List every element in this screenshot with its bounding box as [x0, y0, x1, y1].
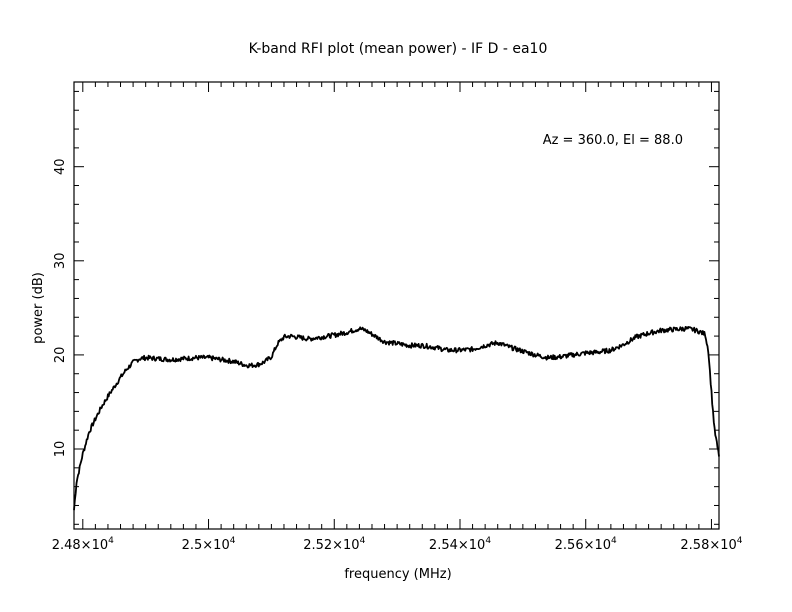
chart-title: K-band RFI plot (mean power) - IF D - ea… [249, 41, 548, 57]
x-tick-label: 2.56×104 [555, 536, 617, 553]
x-tick-label: 2.48×104 [52, 536, 114, 553]
y-tick-label: 10 [53, 441, 68, 458]
y-axis-label: power (dB) [31, 272, 46, 344]
y-tick-label: 40 [53, 158, 68, 175]
x-tick-label: 2.5×104 [182, 536, 236, 553]
series-line [73, 326, 720, 511]
pointing-annotation: Az = 360.0, El = 88.0 [543, 133, 683, 148]
y-tick-label: 20 [53, 347, 68, 364]
tick-labels: 2.48×104 2.5×104 2.52×104 2.54×104 2.56×104 2… [52, 158, 743, 553]
x-axis-label: frequency (MHz) [344, 567, 451, 582]
plot-frame [73, 81, 720, 530]
y-tick-label: 30 [53, 253, 68, 270]
x-tick-label: 2.52×104 [303, 536, 365, 553]
x-tick-label: 2.54×104 [429, 536, 491, 553]
axis-ticks [74, 82, 719, 529]
x-tick-label: 2.58×104 [680, 536, 742, 553]
